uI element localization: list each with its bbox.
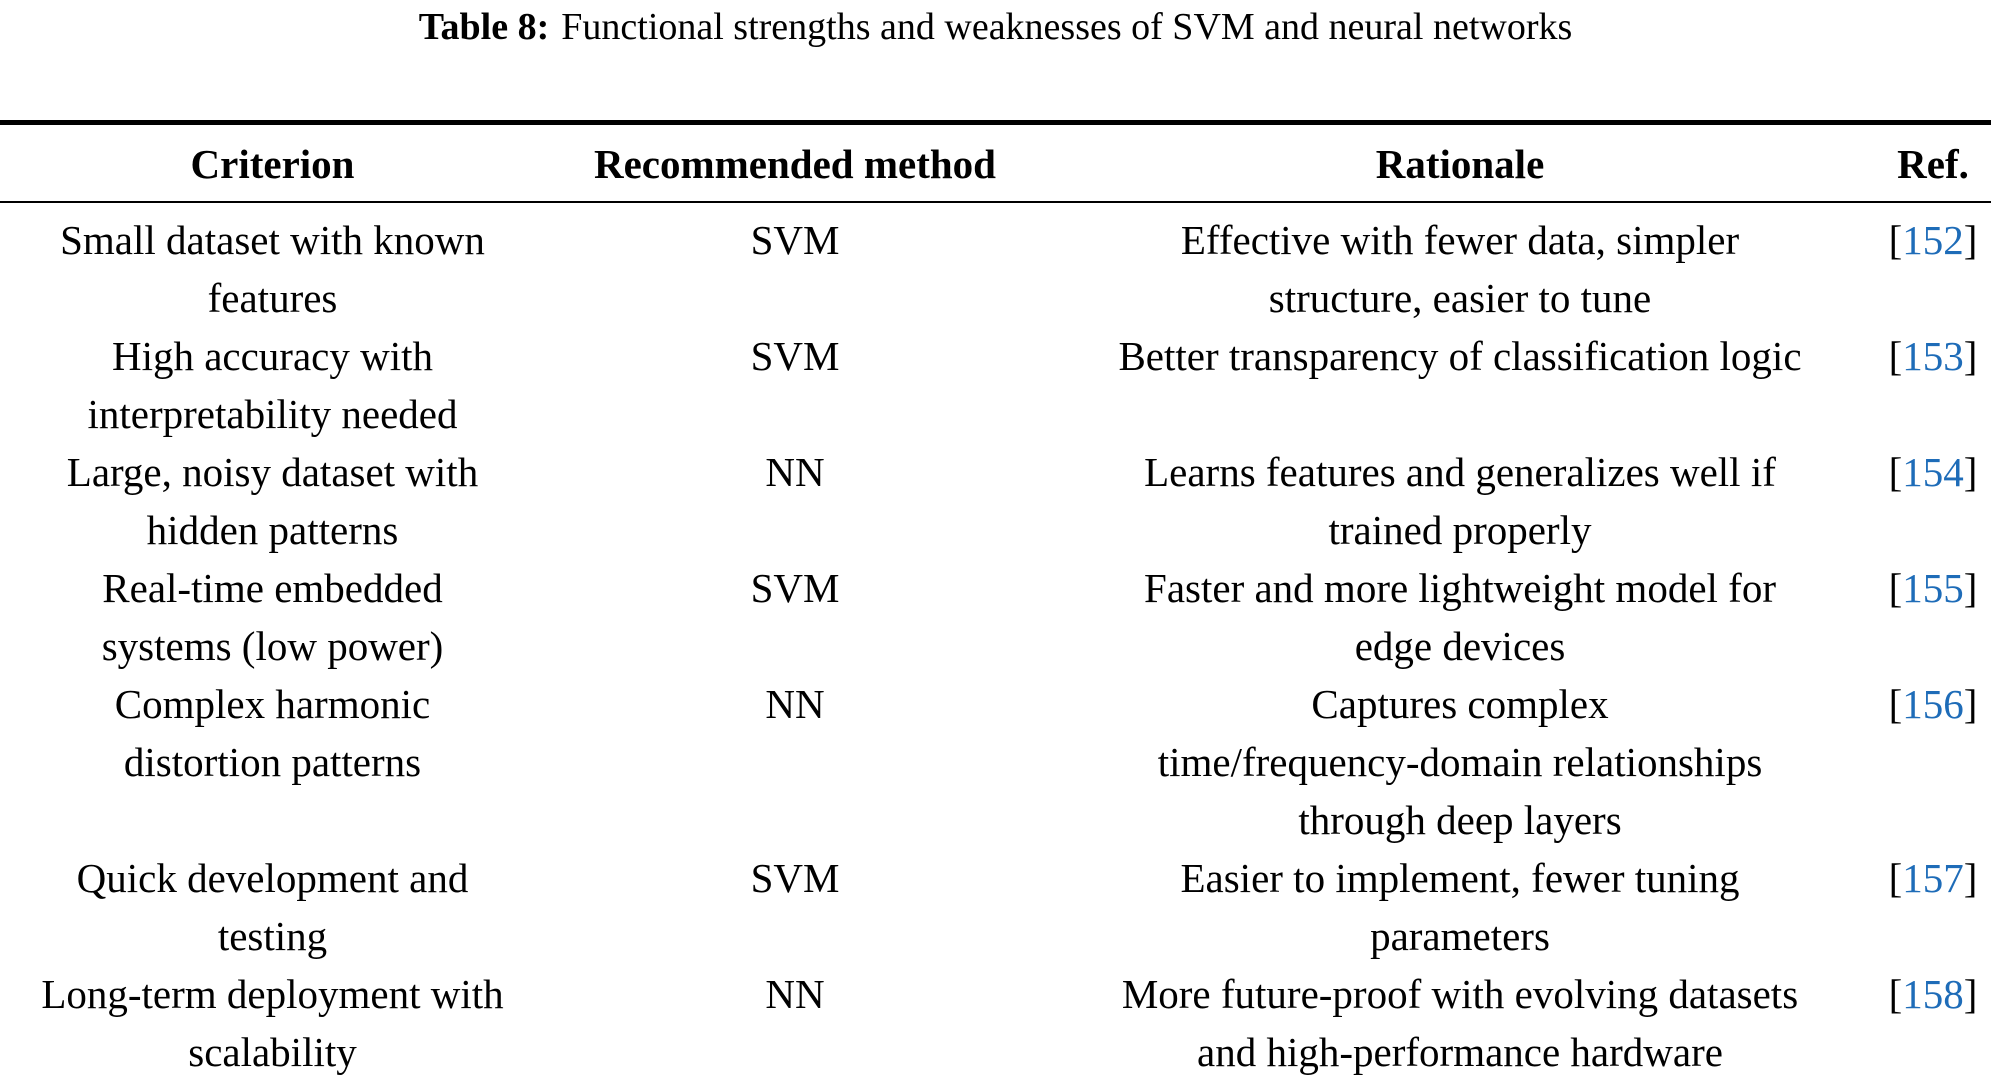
ref-bracket-open: [ [1888,971,1903,1017]
table-row: Large, noisy dataset with hidden pattern… [0,443,1991,559]
ref-bracket-close: ] [1963,971,1978,1017]
ref-bracket-close: ] [1963,855,1978,901]
criterion-cell: Small dataset with known features [60,217,485,321]
method-cell: SVM [750,565,840,611]
criterion-cell: Quick development and testing [76,855,469,959]
table-row: High accuracy with interpretability need… [0,327,1991,443]
rationale-cell: Effective with fewer data, simpler struc… [1180,217,1740,321]
ref-bracket-open: [ [1888,217,1903,263]
ref-bracket-open: [ [1888,449,1903,495]
table-caption: Table 8: Functional strengths and weaknes… [0,4,1991,50]
method-cell: NN [765,971,825,1017]
table-row: Small dataset with known features SVM Ef… [0,202,1991,327]
ref-link[interactable]: 154 [1902,449,1964,495]
rationale-cell: Learns features and generalizes well if … [1144,449,1776,553]
ref-link[interactable]: 158 [1902,971,1964,1017]
column-header-criterion: Criterion [0,122,545,203]
table-caption-text: Functional strengths and weaknesses of S… [561,6,1573,48]
rationale-cell: Easier to implement, fewer tuning parame… [1180,855,1740,959]
ref-bracket-close: ] [1963,217,1978,263]
table-header-row: Criterion Recommended method Rationale R… [0,122,1991,203]
column-header-ref: Ref. [1875,122,1991,203]
column-header-recommended-method: Recommended method [545,122,1045,203]
ref-cell: [153] [1875,327,1991,443]
criterion-cell: Complex harmonic distortion patterns [114,681,431,785]
column-header-rationale: Rationale [1045,122,1875,203]
criterion-cell: Real-time embedded systems (low power) [101,565,444,669]
ref-cell: [155] [1875,559,1991,675]
table-row: Quick development and testing SVM Easier… [0,849,1991,965]
ref-link[interactable]: 157 [1902,855,1964,901]
criterion-cell: Large, noisy dataset with hidden pattern… [66,449,479,553]
method-cell: NN [765,681,825,727]
ref-bracket-close: ] [1963,333,1978,379]
ref-cell: [154] [1875,443,1991,559]
ref-bracket-open: [ [1888,681,1903,727]
ref-bracket-close: ] [1963,681,1978,727]
rationale-cell: More future-proof with evolving datasets… [1121,971,1799,1075]
ref-bracket-open: [ [1888,565,1903,611]
ref-bracket-open: [ [1888,333,1903,379]
method-cell: SVM [750,217,840,263]
ref-bracket-close: ] [1963,565,1978,611]
method-cell: NN [765,449,825,495]
ref-cell: [158] [1875,965,1991,1086]
rationale-cell: Better transparency of classification lo… [1118,333,1802,379]
ref-link[interactable]: 155 [1902,565,1964,611]
ref-bracket-close: ] [1963,449,1978,495]
ref-cell: [157] [1875,849,1991,965]
table-row: Complex harmonic distortion patterns NN … [0,675,1991,849]
ref-cell: [152] [1875,202,1991,327]
criterion-cell: Long-term deployment with scalability [41,971,504,1075]
table-caption-label: Table 8: [418,6,550,48]
table-row: Real-time embedded systems (low power) S… [0,559,1991,675]
comparison-table: Criterion Recommended method Rationale R… [0,120,1991,1086]
criterion-cell: High accuracy with interpretability need… [87,333,458,437]
table-row: Long-term deployment with scalability NN… [0,965,1991,1086]
rationale-cell: Captures complex time/frequency-domain r… [1157,681,1763,843]
table-body: Small dataset with known features SVM Ef… [0,202,1991,1086]
ref-link[interactable]: 153 [1902,333,1964,379]
ref-bracket-open: [ [1888,855,1903,901]
ref-cell: [156] [1875,675,1991,849]
ref-link[interactable]: 156 [1902,681,1964,727]
rationale-cell: Faster and more lightweight model for ed… [1144,565,1776,669]
method-cell: SVM [750,855,840,901]
method-cell: SVM [750,333,840,379]
ref-link[interactable]: 152 [1902,217,1964,263]
